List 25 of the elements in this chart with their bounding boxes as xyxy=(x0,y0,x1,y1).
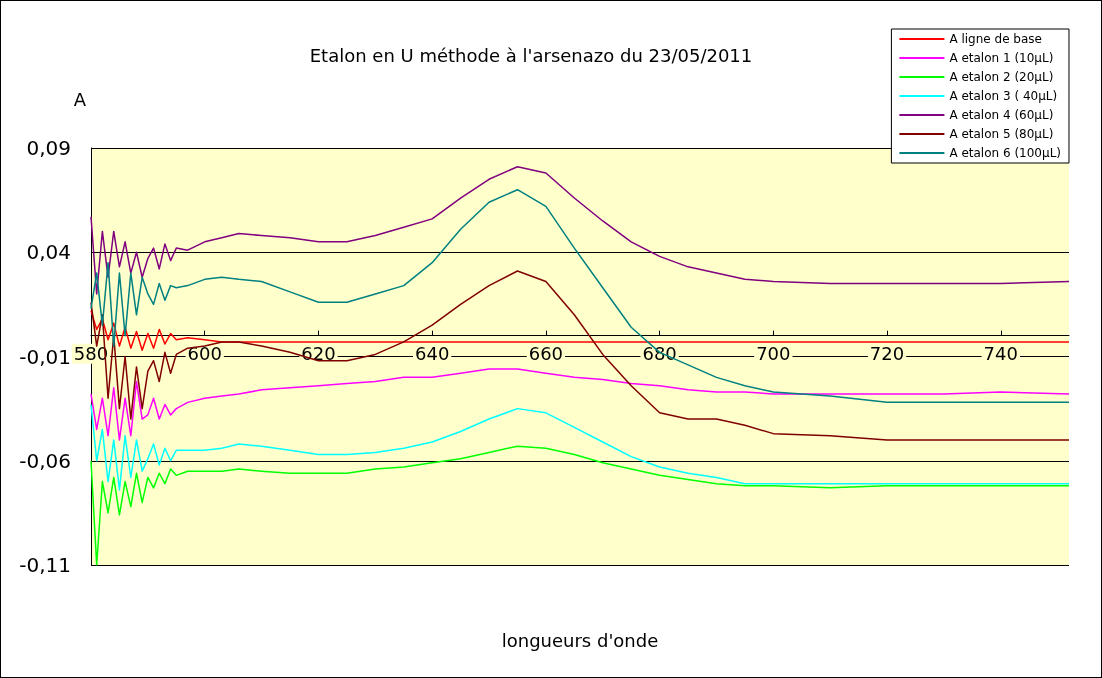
legend-label: A etalon 6 (100µL) xyxy=(949,146,1062,160)
x-axis-title: longueurs d'onde xyxy=(501,630,659,652)
x-tick-label: 620 xyxy=(301,343,336,365)
legend-label: A etalon 1 (10µL) xyxy=(949,51,1054,65)
legend-label: A etalon 5 (80µL) xyxy=(949,127,1054,141)
line-series xyxy=(90,368,1070,441)
y-tick-label: -0,01 xyxy=(19,344,71,369)
legend-label: A etalon 4 (60µL) xyxy=(949,108,1054,122)
line-series xyxy=(90,403,1070,491)
x-tick-label: 640 xyxy=(414,343,450,365)
x-tick-label: 740 xyxy=(983,343,1018,365)
x-tick-label: 720 xyxy=(869,343,905,365)
y-axis-title: A xyxy=(73,88,87,110)
line-series xyxy=(90,166,1070,295)
y-tick-label: -0,06 xyxy=(19,448,71,473)
y-tick-label: -0,11 xyxy=(19,553,71,577)
y-tick-label: 0,04 xyxy=(26,240,71,265)
legend-label: A ligne de base xyxy=(949,32,1042,46)
chart-title: Etalon en U méthode à l'arsenazo du 23/05/2011 xyxy=(309,44,753,66)
legend-label: A etalon 3 ( 40µL) xyxy=(949,89,1058,103)
x-tick-label: 600 xyxy=(187,343,222,365)
y-tick-label: 0,09 xyxy=(26,136,71,160)
x-tick-label: 660 xyxy=(528,343,564,365)
legend-label: A etalon 2 (20µL) xyxy=(949,70,1054,84)
x-tick-label: 700 xyxy=(756,343,791,365)
